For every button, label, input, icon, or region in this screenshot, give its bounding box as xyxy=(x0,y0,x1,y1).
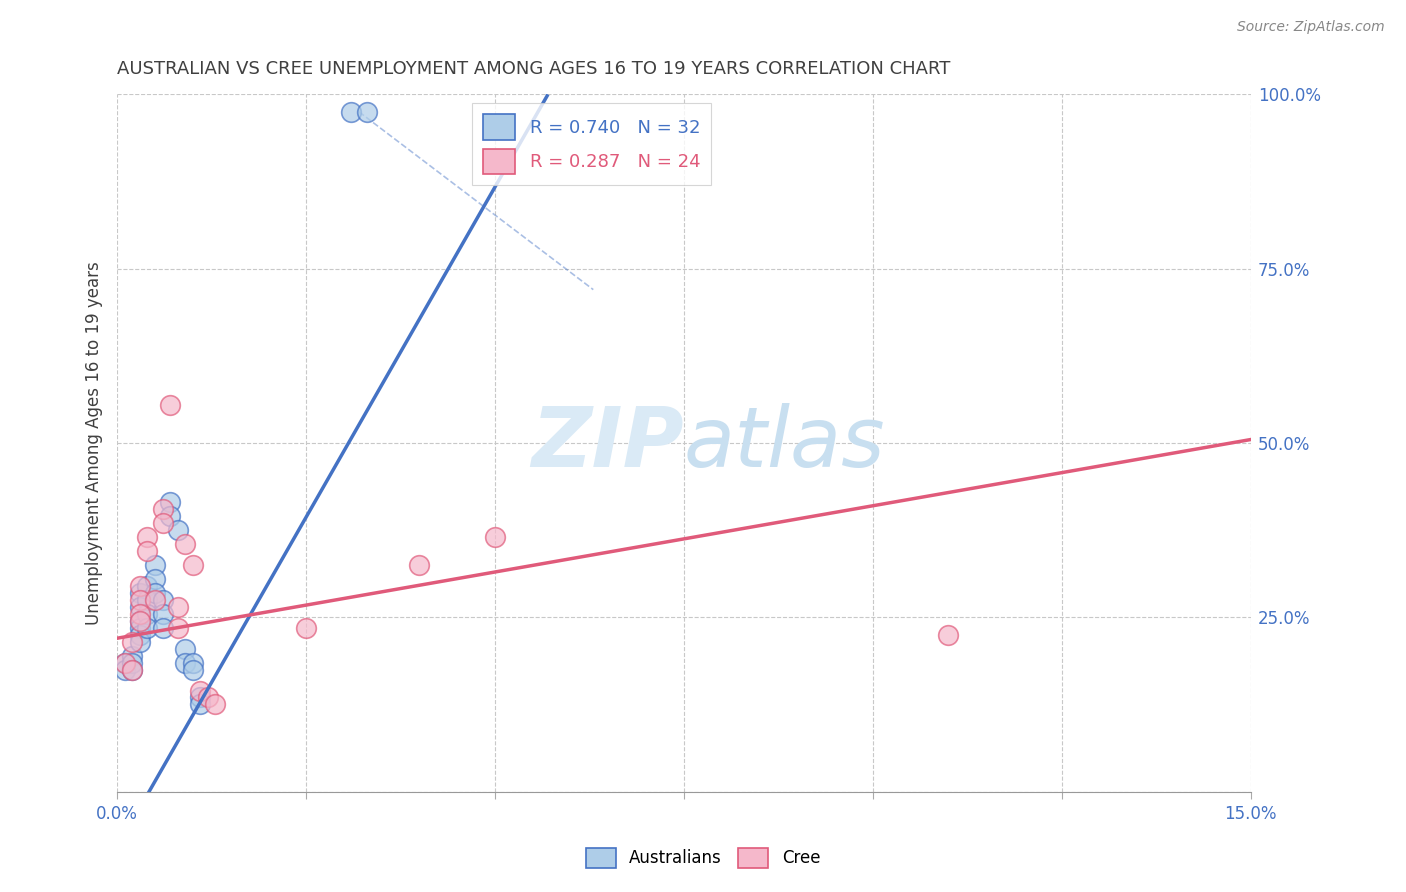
Point xyxy=(356,104,378,119)
Point xyxy=(114,656,136,670)
Point xyxy=(484,530,506,544)
Point xyxy=(121,663,143,677)
Point xyxy=(188,698,211,712)
Point xyxy=(136,579,159,593)
Point xyxy=(136,607,159,621)
Point xyxy=(128,586,150,600)
Point xyxy=(143,593,166,607)
Point xyxy=(128,579,150,593)
Text: AUSTRALIAN VS CREE UNEMPLOYMENT AMONG AGES 16 TO 19 YEARS CORRELATION CHART: AUSTRALIAN VS CREE UNEMPLOYMENT AMONG AG… xyxy=(117,60,950,78)
Point xyxy=(408,558,430,572)
Point xyxy=(197,690,219,705)
Point xyxy=(159,509,181,524)
Point xyxy=(143,558,166,572)
Point xyxy=(181,663,204,677)
Point xyxy=(159,495,181,509)
Point xyxy=(938,628,960,642)
Point xyxy=(166,523,188,537)
Point xyxy=(174,641,197,656)
Point xyxy=(159,398,181,412)
Point xyxy=(136,544,159,558)
Text: Source: ZipAtlas.com: Source: ZipAtlas.com xyxy=(1237,20,1385,34)
Point xyxy=(166,621,188,635)
Point xyxy=(204,698,226,712)
Point xyxy=(136,530,159,544)
Point xyxy=(143,586,166,600)
Legend: Australians, Cree: Australians, Cree xyxy=(579,841,827,875)
Point xyxy=(188,690,211,705)
Point xyxy=(136,621,159,635)
Point xyxy=(152,593,174,607)
Point xyxy=(128,614,150,628)
Point xyxy=(114,663,136,677)
Point xyxy=(152,502,174,516)
Point xyxy=(295,621,318,635)
Point xyxy=(128,607,150,621)
Point xyxy=(174,656,197,670)
Text: ZIP: ZIP xyxy=(531,402,683,483)
Point xyxy=(128,634,150,648)
Point xyxy=(143,572,166,586)
Point xyxy=(181,558,204,572)
Point xyxy=(136,593,159,607)
Point xyxy=(181,656,204,670)
Point xyxy=(121,663,143,677)
Y-axis label: Unemployment Among Ages 16 to 19 years: Unemployment Among Ages 16 to 19 years xyxy=(86,261,103,625)
Point xyxy=(128,628,150,642)
Point xyxy=(121,648,143,663)
Point xyxy=(128,614,150,628)
Point xyxy=(152,607,174,621)
Point xyxy=(174,537,197,551)
Point xyxy=(128,621,150,635)
Point xyxy=(121,634,143,648)
Point xyxy=(188,683,211,698)
Point xyxy=(340,104,363,119)
Point xyxy=(152,516,174,531)
Point xyxy=(152,621,174,635)
Point xyxy=(121,656,143,670)
Point xyxy=(114,656,136,670)
Point xyxy=(166,599,188,614)
Legend: R = 0.740   N = 32, R = 0.287   N = 24: R = 0.740 N = 32, R = 0.287 N = 24 xyxy=(472,103,711,186)
Point xyxy=(128,599,150,614)
Point xyxy=(128,593,150,607)
Text: atlas: atlas xyxy=(683,402,886,483)
